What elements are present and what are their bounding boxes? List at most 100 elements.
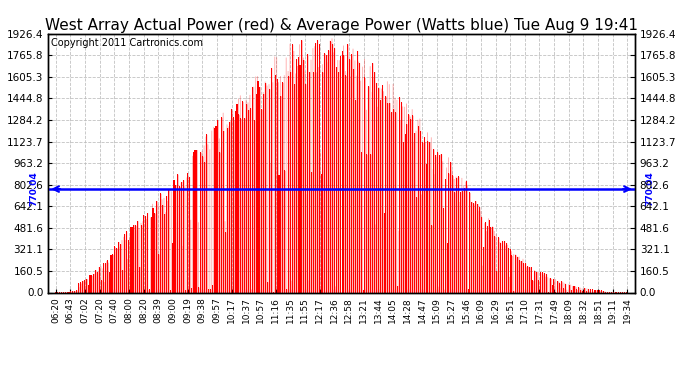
Bar <box>254 120 255 292</box>
Bar <box>221 117 222 292</box>
Bar <box>339 56 341 292</box>
Bar <box>393 109 394 292</box>
Bar <box>86 279 87 292</box>
Bar <box>99 267 100 292</box>
Bar <box>269 89 270 292</box>
Bar <box>202 156 203 292</box>
Bar <box>190 288 192 292</box>
Bar <box>313 72 314 292</box>
Bar <box>108 272 110 292</box>
Bar <box>250 108 251 292</box>
Bar <box>362 290 364 292</box>
Bar <box>595 290 596 292</box>
Text: Copyright 2011 Cartronics.com: Copyright 2011 Cartronics.com <box>51 38 204 48</box>
Bar <box>416 197 417 292</box>
Text: 770.04: 770.04 <box>29 172 38 207</box>
Bar <box>233 117 234 292</box>
Bar <box>299 64 301 292</box>
Bar <box>76 290 77 292</box>
Bar <box>578 287 580 292</box>
Bar <box>187 173 188 292</box>
Bar <box>544 273 545 292</box>
Bar <box>603 291 604 292</box>
Bar <box>601 290 602 292</box>
Bar <box>135 225 137 292</box>
Bar <box>540 273 541 292</box>
Bar <box>183 180 184 292</box>
Bar <box>484 222 486 292</box>
Bar <box>160 194 161 292</box>
Bar <box>397 285 398 292</box>
Bar <box>433 149 434 292</box>
Bar <box>536 272 538 292</box>
Bar <box>406 124 408 292</box>
Bar <box>288 76 289 292</box>
Bar <box>511 255 513 292</box>
Bar <box>82 281 83 292</box>
Bar <box>271 68 272 292</box>
Bar <box>296 58 297 292</box>
Bar <box>166 196 167 292</box>
Bar <box>468 289 469 292</box>
Bar <box>219 152 220 292</box>
Bar <box>252 87 253 292</box>
Bar <box>420 130 421 292</box>
Bar <box>353 69 354 292</box>
Bar <box>246 104 247 292</box>
Bar <box>204 162 205 292</box>
Bar <box>479 207 480 292</box>
Title: West Array Actual Power (red) & Average Power (Watts blue) Tue Aug 9 19:41: West Array Actual Power (red) & Average … <box>45 18 638 33</box>
Bar <box>355 100 356 292</box>
Bar <box>569 285 570 292</box>
Bar <box>361 152 362 292</box>
Bar <box>181 182 182 292</box>
Bar <box>504 241 505 292</box>
Bar <box>399 97 400 292</box>
Bar <box>307 54 308 292</box>
Bar <box>584 288 585 292</box>
Bar <box>529 267 530 292</box>
Bar <box>107 260 108 292</box>
Bar <box>164 214 165 292</box>
Bar <box>591 289 593 292</box>
Bar <box>133 225 135 292</box>
Bar <box>481 217 482 292</box>
Bar <box>210 289 211 292</box>
Bar <box>366 154 367 292</box>
Bar <box>391 112 392 292</box>
Bar <box>242 101 244 292</box>
Bar <box>212 285 213 292</box>
Bar <box>563 288 564 292</box>
Bar <box>349 59 351 292</box>
Bar <box>452 176 453 292</box>
Bar <box>486 226 488 292</box>
Bar <box>586 291 587 292</box>
Bar <box>72 291 73 292</box>
Bar <box>103 263 104 292</box>
Bar <box>521 261 522 292</box>
Bar <box>97 272 98 292</box>
Bar <box>376 82 377 292</box>
Bar <box>454 192 455 292</box>
Bar <box>282 82 284 292</box>
Bar <box>112 254 113 292</box>
Bar <box>230 109 232 292</box>
Bar <box>439 155 440 292</box>
Bar <box>198 287 199 292</box>
Bar <box>588 289 589 292</box>
Text: 770.04: 770.04 <box>645 172 654 207</box>
Bar <box>332 44 333 292</box>
Bar <box>91 275 92 292</box>
Bar <box>370 154 371 292</box>
Bar <box>418 126 419 292</box>
Bar <box>351 54 352 292</box>
Bar <box>215 126 217 292</box>
Bar <box>110 255 112 292</box>
Bar <box>208 289 209 292</box>
Bar <box>494 236 495 292</box>
Bar <box>83 280 85 292</box>
Bar <box>431 225 433 292</box>
Bar <box>305 84 306 292</box>
Bar <box>446 243 448 292</box>
Bar <box>458 176 459 292</box>
